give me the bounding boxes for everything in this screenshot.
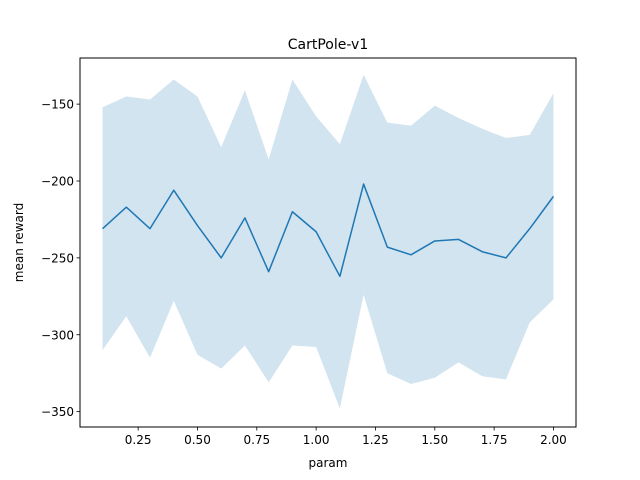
x-axis: 0.25 0.50 0.75 1.00 1.25 1.50 1.75 2.00 bbox=[125, 427, 567, 447]
axes-frame bbox=[79, 57, 577, 428]
y-tick-label: −350 bbox=[41, 405, 74, 419]
x-tick-label: 0.75 bbox=[243, 433, 270, 447]
confidence-band bbox=[102, 74, 554, 409]
x-tick-label: 1.00 bbox=[303, 433, 330, 447]
y-tick-label: −150 bbox=[41, 98, 74, 112]
x-tick-label: 1.75 bbox=[481, 433, 508, 447]
x-tick-label: 0.50 bbox=[184, 433, 211, 447]
y-tick-label: −300 bbox=[41, 328, 74, 342]
x-tick-label: 0.25 bbox=[125, 433, 152, 447]
plot-area bbox=[102, 74, 555, 409]
x-tick-label: 1.25 bbox=[362, 433, 389, 447]
x-axis-label: param bbox=[309, 456, 348, 470]
x-tick-label: 2.00 bbox=[540, 433, 567, 447]
y-tick-label: −200 bbox=[41, 175, 74, 189]
mean-line bbox=[102, 183, 555, 278]
y-tick-label: −250 bbox=[41, 251, 74, 265]
y-axis: −350 −300 −250 −200 −150 bbox=[41, 98, 80, 419]
chart-title: CartPole-v1 bbox=[288, 37, 368, 53]
x-tick-label: 1.50 bbox=[421, 433, 448, 447]
y-axis-label: mean reward bbox=[12, 203, 26, 282]
